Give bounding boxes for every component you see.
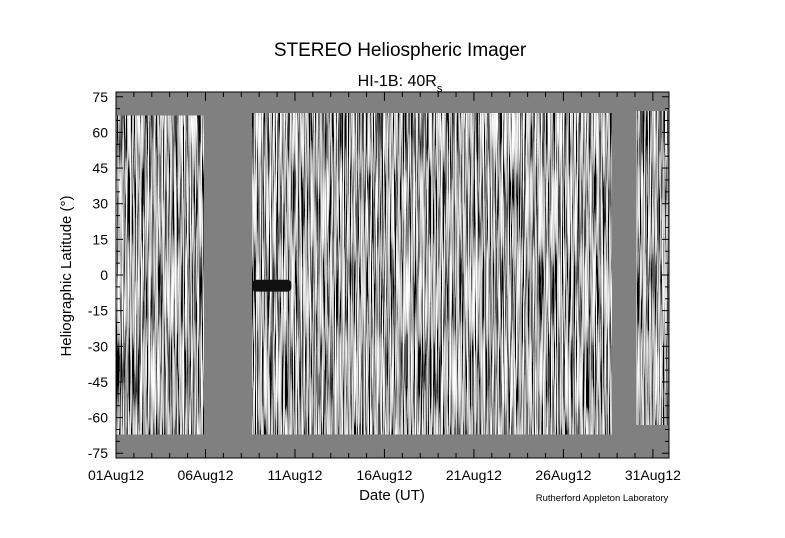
axis-ticks: 75 60 45 30 15 0 -15 -30 -45 -60 -75 01Aug12 06Aug12… — [88, 89, 681, 483]
x-tick-label: 26Aug12 — [535, 467, 591, 483]
y-tick-label: 15 — [92, 231, 108, 247]
y-tick-label: -15 — [88, 303, 108, 319]
y-tick-label: -75 — [88, 445, 108, 461]
y-tick-label: -45 — [88, 374, 108, 390]
y-tick-label: 45 — [92, 160, 108, 176]
x-axis-label: Date (UT) — [359, 487, 425, 504]
data-segment-3 — [636, 111, 668, 425]
y-tick-label: -30 — [88, 338, 108, 354]
y-tick-label: 60 — [92, 124, 108, 140]
chart-title: STEREO Heliospheric Imager — [274, 40, 527, 61]
y-tick-label: -60 — [88, 410, 108, 426]
data-segment-2 — [252, 113, 612, 435]
data-segments — [116, 111, 668, 435]
y-axis-label: Heliographic Latitude (°) — [58, 195, 75, 356]
chart-subtitle-subscript: s — [437, 83, 443, 95]
y-tick-label: 30 — [92, 196, 108, 212]
x-tick-label: 31Aug12 — [625, 467, 681, 483]
x-tick-label: 11Aug12 — [267, 467, 322, 483]
y-tick-label: 75 — [92, 89, 108, 105]
chart-subtitle-main: HI-1B: 40R — [358, 73, 437, 90]
x-tick-label: 01Aug12 — [88, 467, 144, 483]
chart-subtitle: HI-1B: 40Rs — [358, 73, 443, 95]
credit-text: Rutherford Appleton Laboratory — [536, 493, 669, 504]
x-tick-label: 21Aug12 — [446, 467, 502, 483]
data-segment-1 — [116, 115, 204, 435]
x-tick-label: 06Aug12 — [177, 467, 233, 483]
dark-feature — [252, 279, 292, 292]
y-tick-label: 0 — [100, 267, 108, 283]
x-tick-label: 16Aug12 — [356, 467, 412, 483]
